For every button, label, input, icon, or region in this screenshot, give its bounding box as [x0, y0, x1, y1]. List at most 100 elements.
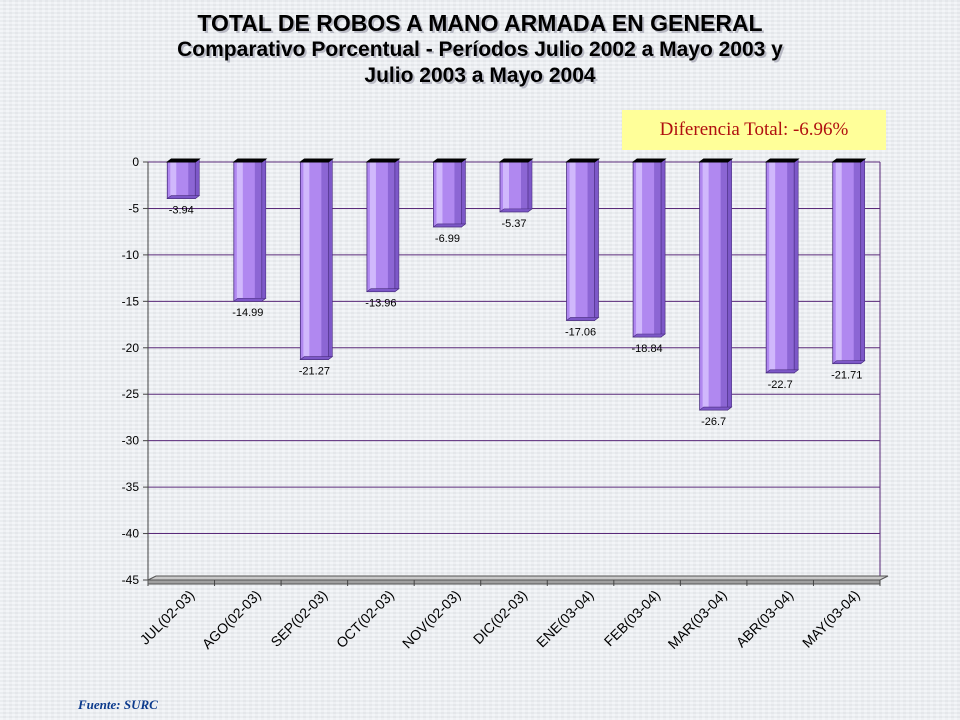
chart-floor-front [147, 579, 881, 585]
bar-bottom-cap [166, 195, 201, 199]
chart-title: TOTAL DE ROBOS A MANO ARMADA EN GENERAL … [60, 10, 900, 89]
bar-shade [654, 162, 662, 338]
category-label: OCT(02-03) [333, 587, 397, 651]
bar-highlight [369, 162, 376, 292]
data-labels: -3.94 -14.99 -21.27 -13.96 -6.99 -5.37 -17.06 -… [169, 205, 863, 428]
title-line-3: Julio 2003 a Mayo 2004 [364, 64, 596, 87]
data-label: -13.96 [365, 298, 396, 310]
bar [631, 158, 667, 338]
bar-bottom-cap [765, 369, 800, 374]
category-labels: JUL(02-03) AGO(02-03) SEP(02-03) OCT(02-03)… [137, 580, 881, 652]
bar-top-cap [165, 158, 201, 163]
bar-top-cap [831, 158, 867, 163]
data-label: -5.37 [501, 218, 526, 230]
bar-highlight [170, 162, 177, 199]
bar-side [793, 158, 799, 374]
bar-side [660, 158, 666, 338]
data-label: -21.71 [831, 370, 862, 382]
bar [232, 158, 268, 302]
category-label: NOV(02-03) [399, 587, 464, 652]
bar-shade [188, 162, 196, 199]
source-note: Fuente: SURC [78, 697, 158, 712]
category-label: MAR(03-04) [665, 587, 730, 652]
bar-bottom-cap [565, 317, 600, 321]
bar-bottom-cap [831, 360, 866, 364]
title-line-2: Comparativo Porcentual - Períodos Julio … [177, 38, 783, 61]
data-label: -21.27 [299, 366, 330, 378]
y-tick-label: 0 [132, 155, 139, 169]
bar-bottom-cap [432, 223, 467, 228]
y-tick-label: -40 [122, 527, 140, 541]
bar-highlight [769, 162, 776, 373]
bar-highlight [503, 162, 509, 212]
y-tick-label: -15 [122, 294, 140, 308]
bars [165, 158, 867, 411]
bar-side [727, 158, 732, 411]
y-tick-label: -10 [122, 248, 140, 262]
bar-highlight [702, 162, 709, 411]
bar-shade [720, 162, 728, 411]
bar-shade [387, 162, 395, 292]
bar [365, 158, 401, 293]
category-label: JUL(02-03) [137, 587, 198, 648]
category-label: SEP(02-03) [267, 587, 330, 650]
y-tick-label: -20 [122, 341, 140, 355]
bar-bottom-cap [698, 406, 733, 411]
data-label: -17.06 [565, 326, 596, 338]
bar [298, 158, 334, 361]
y-tick-label: -5 [128, 201, 139, 215]
data-label: -14.99 [232, 307, 263, 319]
bar-highlight [236, 162, 243, 302]
category-label: MAY(03-04) [799, 587, 863, 651]
total-difference-box: Diferencia Total: -6.96% [622, 110, 886, 150]
bar-top-cap [498, 158, 534, 163]
bar-top-cap [698, 158, 734, 163]
bar-side [194, 158, 200, 200]
bar-highlight [636, 162, 643, 338]
bar-bottom-cap [232, 297, 267, 302]
bar-side [860, 158, 866, 365]
bar-shade [521, 162, 528, 212]
bar-side [261, 158, 267, 302]
bar [698, 158, 734, 411]
bar-highlight [835, 162, 842, 364]
bar-shade [853, 162, 861, 364]
y-tick-label: -25 [122, 387, 140, 401]
bar-shade [454, 162, 462, 227]
data-label: -3.94 [169, 205, 194, 217]
bar-side [594, 158, 599, 322]
bar-top-cap [365, 158, 401, 163]
bar-shade [321, 162, 329, 360]
bar-highlight [569, 162, 576, 321]
bar-bottom-cap [366, 288, 400, 292]
bar-bottom-cap [499, 208, 533, 213]
category-label: DIC(02-03) [470, 587, 530, 647]
category-label: ABR(03-04) [733, 587, 797, 651]
data-label: -26.7 [701, 416, 726, 428]
bar [764, 158, 800, 374]
bar [831, 158, 867, 365]
title-line-1: TOTAL DE ROBOS A MANO ARMADA EN GENERAL [197, 10, 763, 36]
bar-shade [587, 162, 595, 321]
y-tick-label: -35 [122, 480, 140, 494]
y-tick-label: -45 [122, 573, 140, 587]
bar-shade [254, 162, 262, 302]
bar-top-cap [565, 158, 601, 163]
bar [498, 158, 534, 213]
category-label: FEB(03-04) [601, 587, 663, 649]
bar-bottom-cap [632, 333, 666, 338]
data-label: -6.99 [435, 233, 460, 245]
bar-top-cap [764, 158, 800, 163]
bar [565, 158, 601, 322]
y-axis: 0 -5 -10 -15 -20 -25 -30 -35 -40 -45 [122, 155, 889, 587]
total-difference-text: Diferencia Total: -6.96% [659, 119, 849, 140]
category-label: ENE(03-04) [533, 587, 597, 651]
bar-side [461, 158, 466, 228]
bar-shade [787, 162, 795, 373]
bar-bottom-cap [299, 356, 334, 360]
y-tick-label: -30 [122, 434, 140, 448]
bar [165, 158, 201, 200]
bar-top-cap [631, 158, 667, 163]
bar-top-cap [232, 158, 268, 163]
bar-top-cap [431, 158, 467, 163]
